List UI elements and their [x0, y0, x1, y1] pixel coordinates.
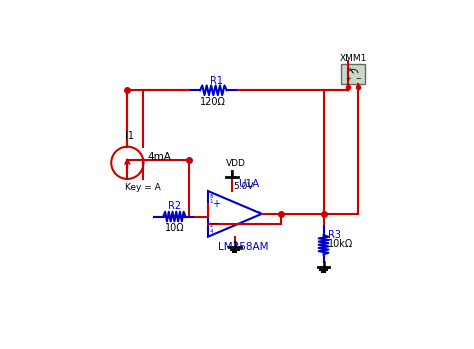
- Text: 1: 1: [257, 211, 260, 216]
- Text: 8: 8: [210, 194, 213, 199]
- FancyBboxPatch shape: [341, 64, 365, 84]
- Text: 4: 4: [210, 229, 213, 234]
- Text: R1: R1: [210, 76, 223, 86]
- Text: VDD: VDD: [226, 159, 246, 168]
- Text: 10Ω: 10Ω: [164, 223, 184, 233]
- Text: U1A: U1A: [237, 179, 259, 189]
- Text: R3: R3: [328, 230, 341, 240]
- Text: 2: 2: [210, 223, 213, 229]
- Text: 10kΩ: 10kΩ: [328, 239, 353, 250]
- Text: 120Ω: 120Ω: [201, 97, 226, 107]
- Text: LM358AM: LM358AM: [218, 242, 268, 252]
- Text: R2: R2: [168, 201, 181, 211]
- Text: +: +: [346, 76, 351, 82]
- Text: 4mA: 4mA: [147, 153, 172, 162]
- Text: 1: 1: [210, 199, 213, 204]
- Text: +: +: [212, 199, 220, 209]
- Text: −: −: [212, 219, 220, 229]
- Text: Key = A: Key = A: [125, 183, 160, 192]
- Text: I1: I1: [125, 131, 134, 141]
- Text: XMM1: XMM1: [339, 54, 367, 64]
- Text: −: −: [355, 76, 361, 82]
- Text: 5.0V: 5.0V: [233, 181, 254, 191]
